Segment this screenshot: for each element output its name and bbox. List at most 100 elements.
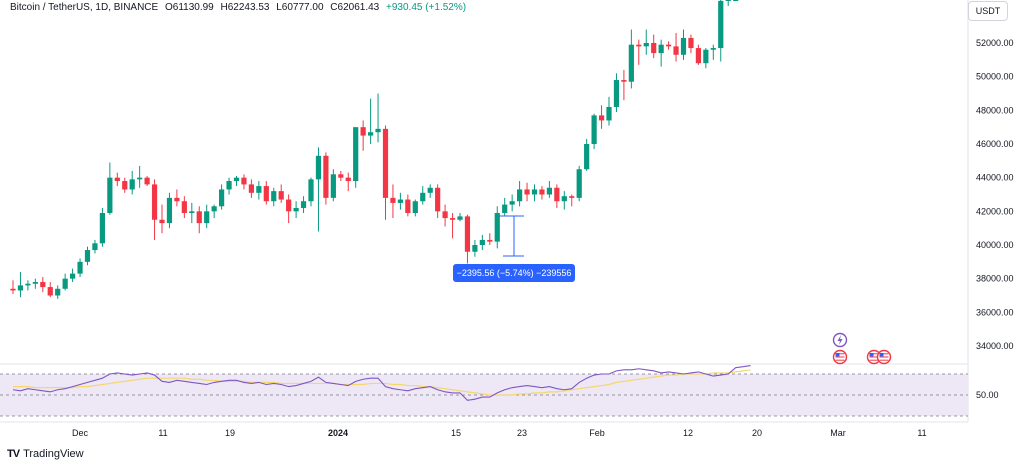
candle — [606, 96, 612, 126]
candle-body — [487, 239, 493, 242]
candle-body — [673, 46, 679, 55]
candle — [688, 34, 694, 54]
candle-body — [420, 192, 426, 202]
candle-body — [25, 283, 31, 286]
candle — [196, 206, 202, 234]
symbol-legend: Bitcoin / TetherUS, 1D, BINANCE O61130.9… — [10, 2, 470, 13]
candle-body — [561, 196, 567, 202]
candle-body — [584, 144, 590, 170]
candle-body — [330, 174, 336, 198]
candle-body — [405, 199, 411, 214]
candle-body — [651, 43, 657, 54]
candle-body — [256, 186, 262, 193]
candle-body — [300, 201, 307, 208]
candle — [144, 175, 150, 187]
candle — [442, 204, 448, 227]
candle — [40, 276, 46, 293]
open-value: O61130.99 — [164, 2, 214, 13]
candle — [420, 186, 426, 205]
candle — [658, 39, 664, 67]
candle — [345, 172, 351, 192]
currency-button[interactable]: USDT — [968, 1, 1008, 21]
candles-layer — [10, 0, 739, 299]
symbol-title[interactable]: Bitcoin / TetherUS, 1D, BINANCE — [10, 2, 159, 13]
candle-body — [353, 127, 359, 182]
time-tick-label: Feb — [589, 428, 605, 438]
candle — [524, 182, 530, 202]
candle-body — [643, 43, 649, 47]
time-tick-label: 11 — [158, 428, 167, 438]
rsi-tick-label: 50.00 — [976, 390, 999, 400]
candle — [628, 29, 634, 89]
candle-body — [219, 189, 225, 207]
candle — [435, 184, 441, 219]
candle — [70, 268, 76, 283]
candle — [382, 125, 389, 220]
candle — [122, 177, 128, 193]
candle — [204, 204, 210, 229]
candle — [271, 187, 277, 207]
time-tick-label: 15 — [451, 428, 461, 438]
candle-body — [70, 273, 76, 279]
candle-body — [375, 128, 381, 133]
candle — [710, 44, 716, 60]
candle — [457, 213, 463, 222]
candle — [278, 184, 284, 203]
candle-body — [449, 218, 456, 220]
candle — [539, 186, 545, 200]
candle — [479, 234, 485, 251]
candle-body — [84, 250, 91, 262]
candle — [241, 174, 247, 190]
event-markers — [832, 332, 892, 365]
candle — [77, 258, 83, 277]
candle-body — [99, 213, 105, 244]
candle — [84, 246, 91, 266]
tradingview-brand[interactable]: TV TradingView — [7, 448, 84, 460]
candle — [330, 169, 336, 202]
candle — [636, 39, 642, 65]
candle-body — [315, 155, 322, 180]
candle-body — [576, 169, 582, 198]
us-flag-canton — [835, 353, 840, 357]
candle — [487, 233, 493, 245]
candle — [464, 214, 471, 264]
candle-body — [293, 207, 299, 212]
candle — [211, 204, 217, 219]
candle-body — [204, 211, 210, 224]
candle-body — [338, 174, 344, 178]
candle-body — [464, 216, 471, 252]
candle-body — [435, 187, 441, 212]
price-tick-label: 46000.00 — [976, 139, 1014, 149]
tradingview-logo-icon: TV — [7, 448, 20, 460]
price-tick-label: 50000.00 — [976, 72, 1014, 82]
candle-body — [166, 197, 173, 224]
us-flag-icon — [832, 349, 848, 365]
candle — [598, 105, 605, 129]
candle-body — [598, 115, 605, 121]
candle — [591, 113, 597, 150]
time-axis[interactable]: Dec 11 19 2024 15 23 Feb 12 20 Mar 11 — [72, 428, 927, 438]
candle-body — [278, 191, 284, 200]
candle-body — [390, 197, 396, 203]
candle — [32, 278, 38, 289]
candle — [651, 34, 657, 59]
candle-body — [92, 243, 98, 251]
candle-body — [725, 0, 731, 1]
candle-body — [77, 261, 83, 274]
candle-body — [613, 80, 620, 107]
candle-body — [472, 245, 478, 252]
price-axis[interactable]: 34000.00 36000.00 38000.00 40000.00 42000.00… — [976, 38, 1014, 351]
candle-body — [554, 187, 560, 202]
price-tick-label: 40000.00 — [976, 240, 1014, 250]
candle — [17, 271, 24, 298]
candle-body — [636, 44, 642, 47]
candle — [412, 199, 418, 217]
candle — [397, 192, 403, 210]
candle — [569, 194, 575, 207]
price-tick-label: 42000.00 — [976, 206, 1014, 216]
candle-body — [137, 177, 143, 180]
candle — [25, 280, 31, 291]
candle — [509, 194, 515, 212]
candle — [695, 44, 701, 65]
